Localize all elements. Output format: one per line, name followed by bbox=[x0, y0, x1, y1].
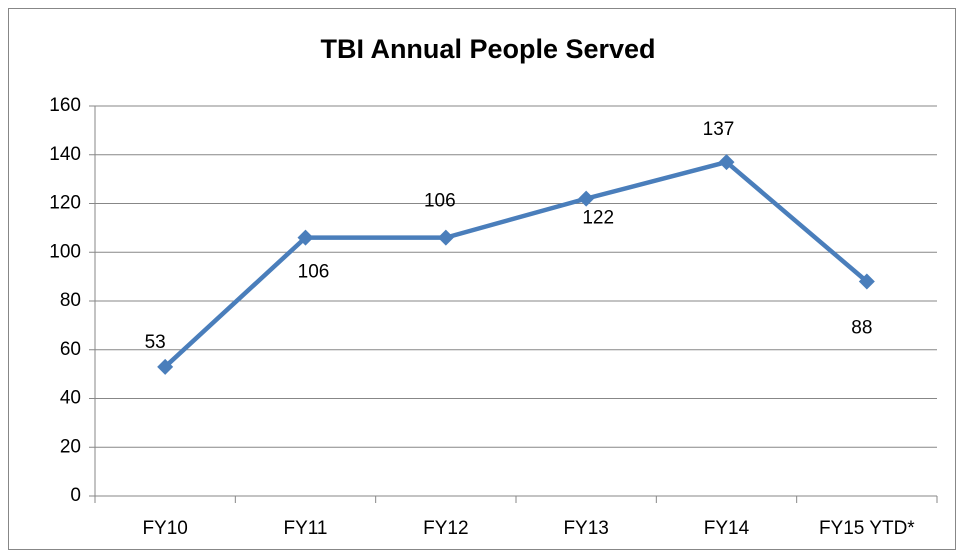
x-tick-label: FY10 bbox=[142, 518, 187, 539]
chart-border bbox=[8, 8, 956, 550]
x-tick-label: FY14 bbox=[704, 518, 750, 539]
x-tick-label: FY13 bbox=[563, 518, 608, 539]
point-marker bbox=[858, 273, 875, 290]
y-tick-label: 60 bbox=[60, 339, 81, 360]
y-tick-label: 20 bbox=[60, 436, 81, 457]
x-tick-label: FY12 bbox=[423, 518, 468, 539]
y-tick-label: 120 bbox=[49, 193, 81, 214]
y-tick-label: 160 bbox=[49, 95, 81, 116]
y-tick-label: 80 bbox=[60, 290, 81, 311]
y-tick-label: 0 bbox=[70, 485, 81, 506]
y-tick-label: 40 bbox=[60, 388, 81, 409]
x-tick-label: FY15 YTD* bbox=[819, 518, 915, 539]
data-label: 106 bbox=[424, 191, 456, 212]
x-tick-label: FY11 bbox=[283, 518, 327, 539]
point-marker bbox=[157, 358, 174, 375]
data-label: 137 bbox=[703, 119, 735, 140]
point-marker bbox=[578, 190, 595, 207]
y-tick-label: 100 bbox=[49, 241, 81, 262]
series-line bbox=[163, 159, 869, 369]
point-marker bbox=[718, 154, 735, 171]
point-marker bbox=[297, 229, 314, 246]
chart-title: TBI Annual People Served bbox=[320, 34, 655, 64]
y-tick-label: 140 bbox=[49, 144, 81, 165]
point-marker bbox=[437, 229, 454, 246]
data-label: 88 bbox=[851, 318, 872, 339]
data-label: 53 bbox=[145, 332, 166, 353]
data-label: 106 bbox=[298, 262, 330, 283]
data-label: 122 bbox=[582, 208, 614, 229]
